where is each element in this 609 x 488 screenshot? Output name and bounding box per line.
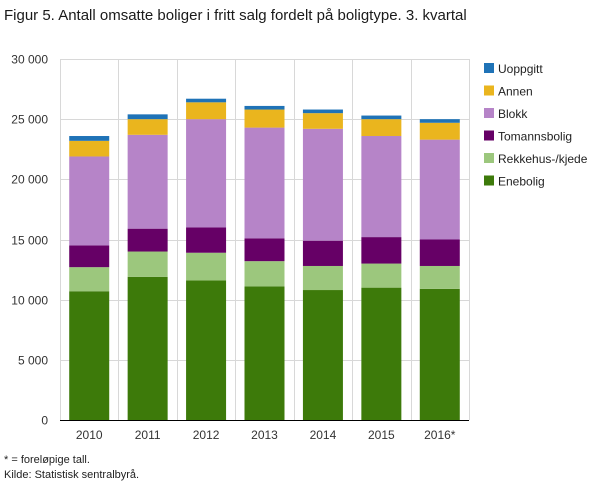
legend-swatch-annen — [484, 85, 494, 96]
bar-2014-enebolig — [302, 290, 343, 420]
bar-2014-uoppgitt — [302, 109, 343, 114]
bar-2015-annen — [361, 119, 402, 137]
footnote-source: Kilde: Statistisk sentralbyrå. — [4, 469, 140, 481]
bar-2015-tomannsbolig — [361, 237, 402, 264]
bar-2010-tomannsbolig — [69, 245, 110, 268]
bar-2016-enebolig — [419, 288, 460, 420]
y-tick-label-25000: 25 000 — [11, 113, 48, 127]
x-tick-label-2014: 2014 — [310, 428, 337, 442]
bar-2011-rekkehus-kjede — [127, 251, 168, 277]
y-tick-label-10000: 10 000 — [11, 294, 48, 308]
bar-2015-rekkehus-kjede — [361, 263, 402, 288]
y-tick-label-5000: 5 000 — [18, 354, 48, 368]
legend-label-tomannsbolig: Tomannsbolig — [498, 130, 572, 144]
y-tick-label-30000: 30 000 — [11, 53, 48, 67]
bar-2015-blokk — [361, 136, 402, 238]
bar-2012-annen — [186, 102, 227, 120]
bar-2010-annen — [69, 140, 110, 157]
legend-label-blokk: Blokk — [498, 107, 528, 121]
x-tick-label-2015: 2015 — [368, 428, 395, 442]
legend-label-enebolig: Enebolig — [498, 175, 545, 189]
bar-2014-tomannsbolig — [302, 240, 343, 266]
y-tick-label-20000: 20 000 — [11, 173, 48, 187]
legend-label-uoppgitt: Uoppgitt — [498, 62, 543, 76]
x-tick-label-2016: 2016* — [424, 428, 456, 442]
bar-2012-rekkehus-kjede — [186, 252, 227, 281]
bar-2014-annen — [302, 113, 343, 129]
bar-2010-enebolig — [69, 291, 110, 420]
bar-2010-rekkehus-kjede — [69, 267, 110, 292]
bar-2016-annen — [419, 122, 460, 140]
bar-2013-blokk — [244, 127, 285, 239]
bar-2011-enebolig — [127, 276, 168, 420]
bar-2012-uoppgitt — [186, 98, 227, 103]
bar-2016-uoppgitt — [419, 119, 460, 123]
bar-2016-blokk — [419, 139, 460, 240]
bar-2012-enebolig — [186, 280, 227, 420]
bar-2015-enebolig — [361, 287, 402, 420]
footnote-preliminary: * = foreløpige tall. — [4, 454, 90, 466]
x-tick-label-2011: 2011 — [135, 428, 161, 442]
bar-2010-uoppgitt — [69, 136, 110, 141]
axis-layer: 0 5 000 10 000 15 000 20 000 25 000 30 000 2010… — [11, 53, 469, 442]
legend-swatch-tomannsbolig — [484, 130, 494, 141]
bar-2012-tomannsbolig — [186, 227, 227, 253]
bar-2013-enebolig — [244, 286, 285, 420]
bar-2016-tomannsbolig — [419, 239, 460, 266]
bar-2015-uoppgitt — [361, 115, 402, 120]
bar-2013-rekkehus-kjede — [244, 261, 285, 287]
bar-2013-tomannsbolig — [244, 238, 285, 262]
bar-2016-rekkehus-kjede — [419, 265, 460, 289]
legend-label-rekkehus-kjede: Rekkehus-/kjede — [498, 152, 588, 166]
legend-swatch-rekkehus-kjede — [484, 153, 494, 163]
x-tick-label-2010: 2010 — [76, 428, 103, 442]
bar-2011-annen — [127, 119, 168, 135]
legend-label-annen: Annen — [498, 85, 533, 99]
bar-2010-blokk — [69, 156, 110, 246]
chart-title: Figur 5. Antall omsatte boliger i fritt … — [4, 7, 467, 24]
bar-2014-blokk — [302, 128, 343, 241]
bar-2013-annen — [244, 109, 285, 128]
bar-2014-rekkehus-kjede — [302, 265, 343, 291]
bar-2011-blokk — [127, 134, 168, 229]
legend: Uoppgitt Annen Blokk Tomannsbolig Rekkehus-/… — [484, 62, 588, 189]
y-tick-label-0: 0 — [41, 414, 48, 428]
legend-swatch-enebolig — [484, 175, 494, 186]
bar-2013-uoppgitt — [244, 105, 285, 110]
bar-2012-blokk — [186, 119, 227, 228]
bar-2011-tomannsbolig — [127, 228, 168, 252]
legend-swatch-uoppgitt — [484, 63, 494, 73]
legend-swatch-blokk — [484, 108, 494, 118]
x-tick-label-2013: 2013 — [251, 428, 278, 442]
x-tick-label-2012: 2012 — [193, 428, 220, 442]
bar-2011-uoppgitt — [127, 114, 168, 120]
bars-layer — [69, 98, 460, 420]
y-tick-label-15000: 15 000 — [11, 234, 48, 248]
